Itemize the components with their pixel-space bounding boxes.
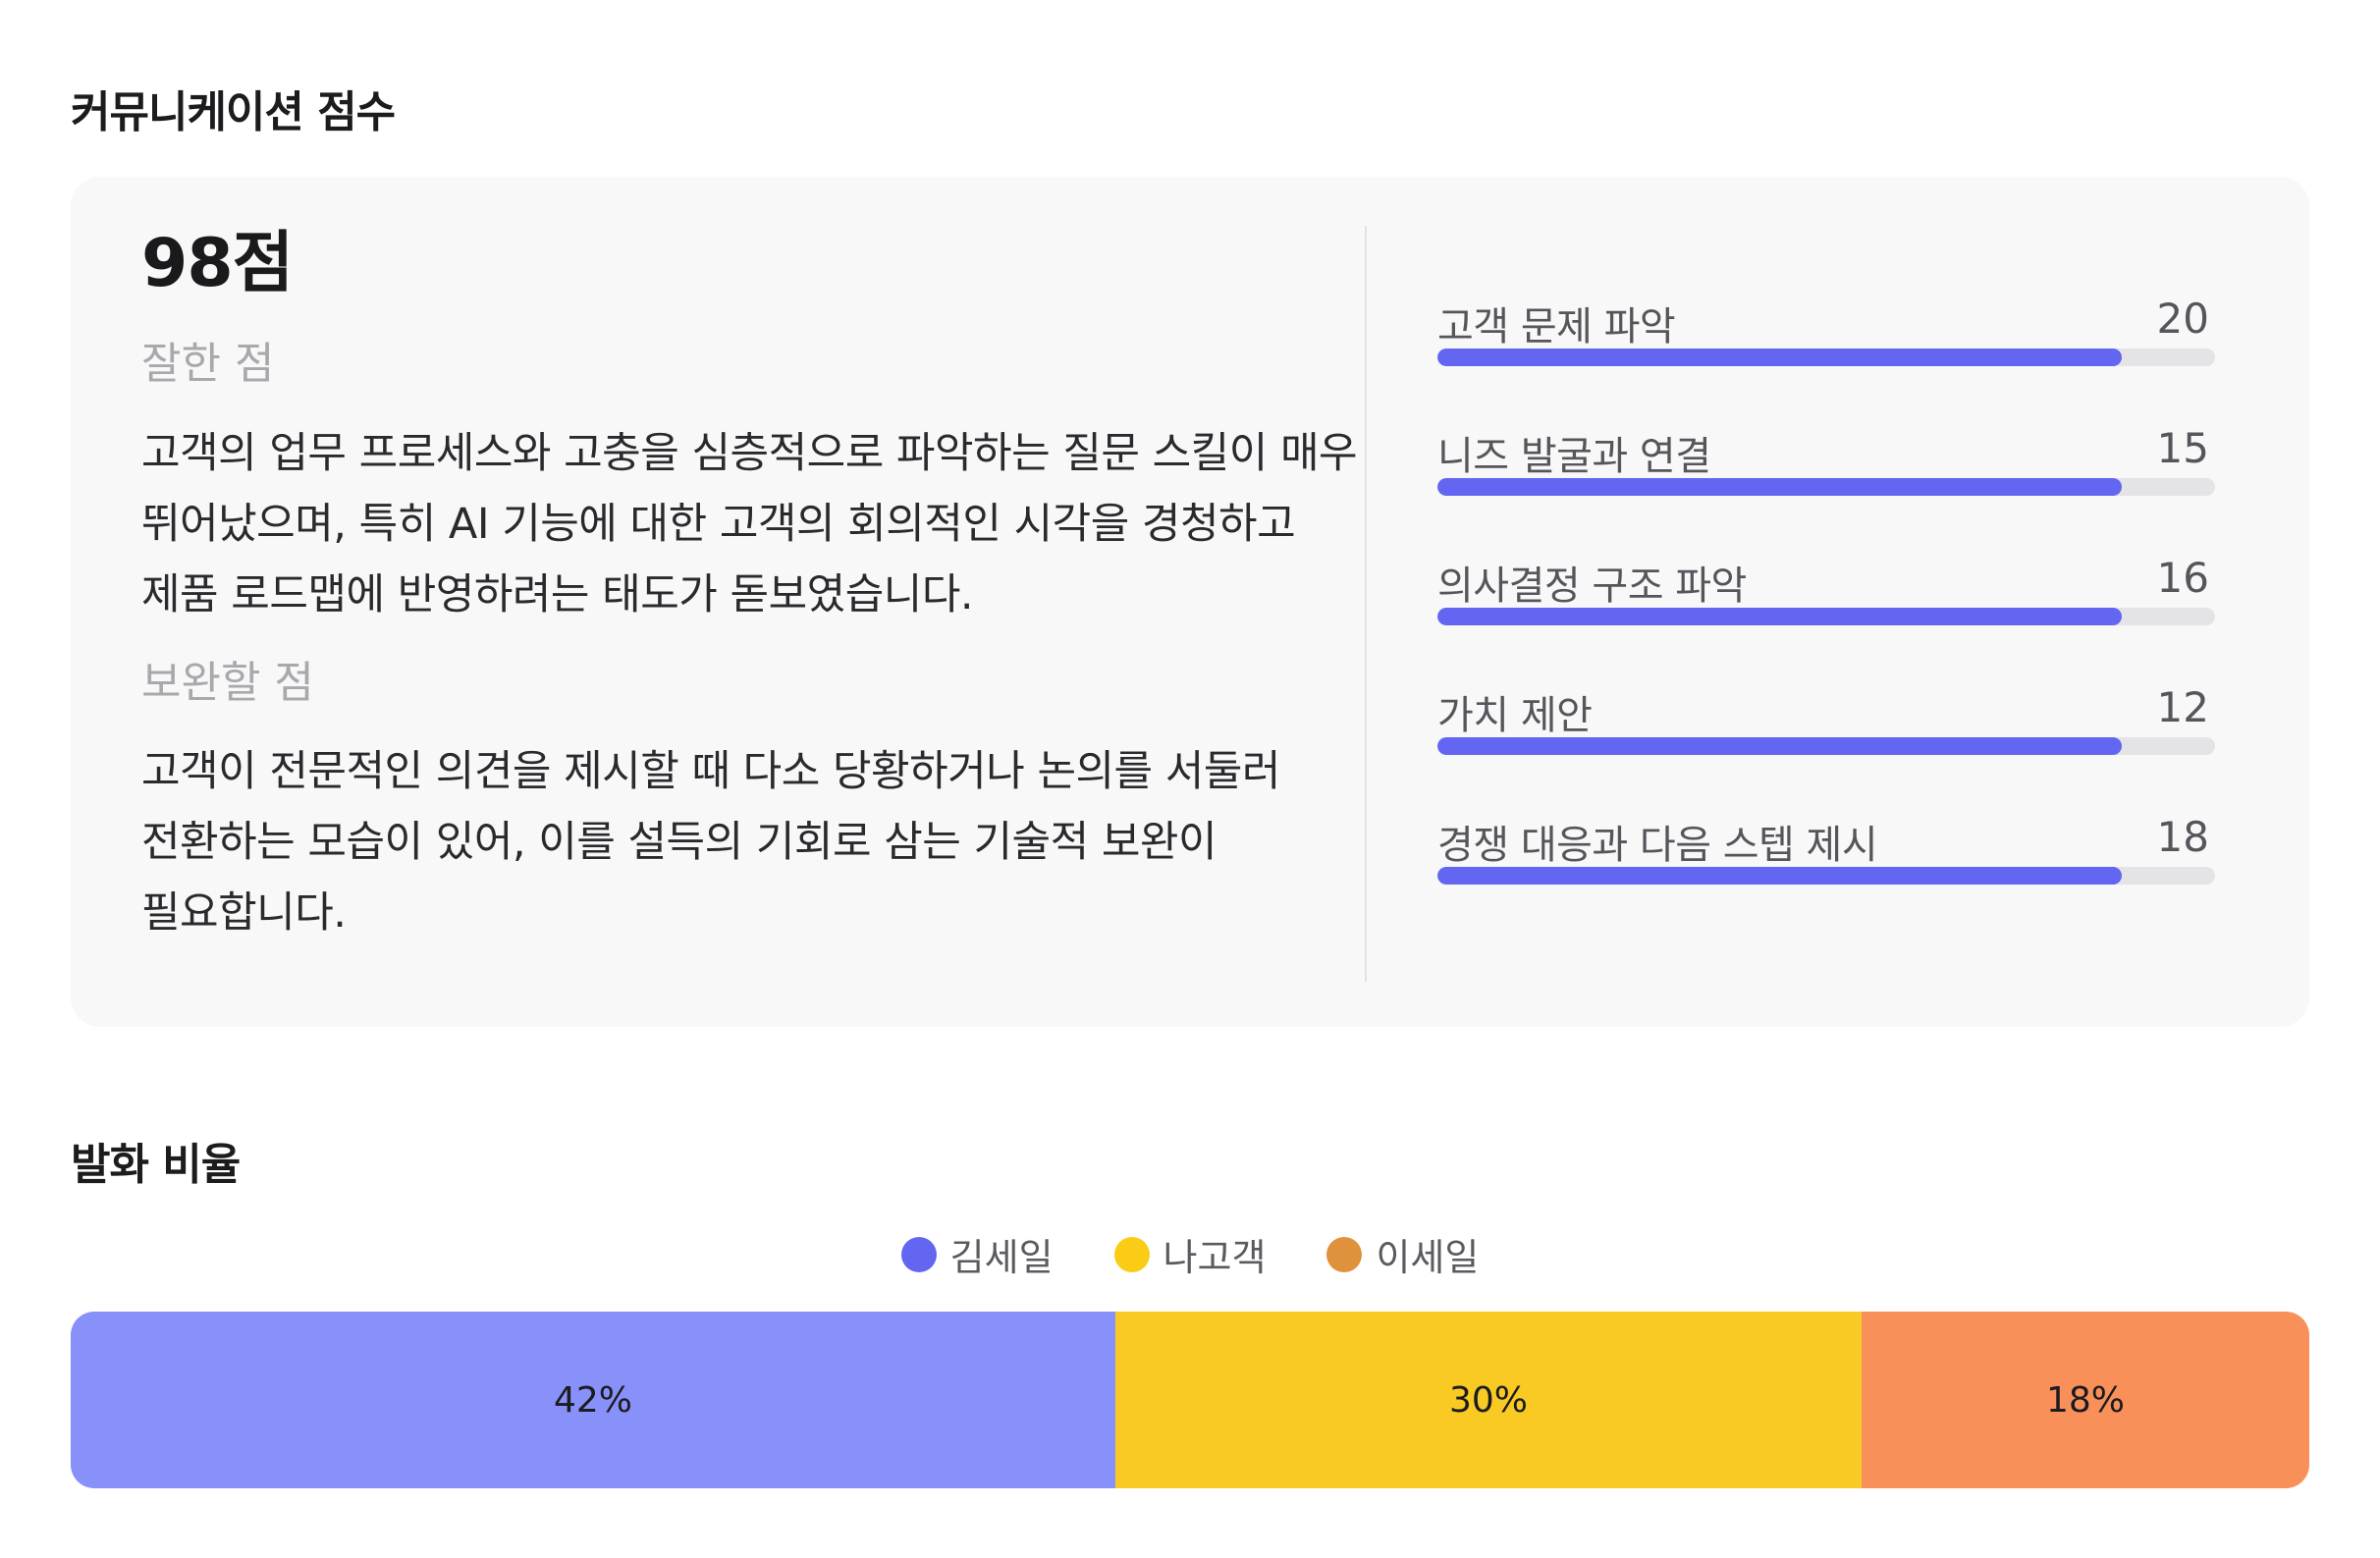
metric-progress-fill <box>1437 349 2122 366</box>
speech-ratio-bar: 42% 30% 18% <box>71 1312 2309 1488</box>
metric-label: 의사결정 구조 파악 <box>1437 564 1747 609</box>
metric-progress-fill <box>1437 608 2122 625</box>
legend-item: 김세일 <box>900 1227 1054 1281</box>
speech-ratio-title: 발화 비율 <box>71 1140 241 1190</box>
metric-progress-track <box>1437 608 2215 625</box>
ratio-segment-label: 18% <box>2045 1379 2125 1421</box>
legend-dot-icon <box>1113 1236 1150 1272</box>
metric-list: 고객 문제 파악 20 니즈 발굴과 연결 15 의사결정 구조 파악 16 가… <box>1437 295 2215 942</box>
metric-value: 16 <box>2156 554 2209 602</box>
ratio-segment-label: 42% <box>553 1379 632 1421</box>
metric-value: 18 <box>2156 813 2209 861</box>
metric-progress-track <box>1437 867 2215 885</box>
legend-label: 나고객 <box>1163 1236 1267 1279</box>
metric-value: 12 <box>2156 683 2209 731</box>
metric-label: 고객 문제 파악 <box>1437 304 1676 349</box>
legend-dot-icon <box>900 1236 937 1272</box>
strength-heading: 잘한 점 <box>141 338 275 389</box>
total-score: 98점 <box>141 225 294 302</box>
ratio-segment-label: 30% <box>1448 1379 1528 1421</box>
panel-divider <box>1365 226 1367 982</box>
legend-item: 나고객 <box>1113 1227 1267 1281</box>
ratio-segment: 18% <box>1862 1312 2309 1488</box>
metric-progress-track <box>1437 478 2215 496</box>
metric-progress-fill <box>1437 737 2122 755</box>
improve-heading: 보완할 점 <box>141 657 314 708</box>
metric-progress-fill <box>1437 478 2122 496</box>
metric-progress-track <box>1437 737 2215 755</box>
score-panel: 98점 잘한 점 고객의 업무 프로세스와 고충을 심층적으로 파악하는 질문 … <box>71 177 2309 1027</box>
metric-progress-fill <box>1437 867 2122 885</box>
feedback-column: 98점 잘한 점 고객의 업무 프로세스와 고충을 심층적으로 파악하는 질문 … <box>141 225 1379 948</box>
metric-label: 가치 제안 <box>1437 693 1593 738</box>
metric-item: 니즈 발굴과 연결 15 <box>1437 424 2215 554</box>
metric-label: 니즈 발굴과 연결 <box>1437 434 1711 479</box>
speaker-legend: 김세일 나고객 이세일 <box>0 1227 2380 1281</box>
metric-item: 경쟁 대응과 다음 스텝 제시 18 <box>1437 813 2215 942</box>
ratio-segment: 30% <box>1115 1312 1862 1488</box>
legend-dot-icon <box>1326 1236 1363 1272</box>
metric-item: 고객 문제 파악 20 <box>1437 295 2215 424</box>
legend-label: 이세일 <box>1376 1236 1480 1279</box>
metric-value: 15 <box>2156 424 2209 472</box>
metric-item: 의사결정 구조 파악 16 <box>1437 554 2215 683</box>
ratio-segment: 42% <box>71 1312 1115 1488</box>
metric-progress-track <box>1437 349 2215 366</box>
metric-value: 20 <box>2156 295 2209 343</box>
metric-item: 가치 제안 12 <box>1437 683 2215 813</box>
legend-label: 김세일 <box>949 1236 1054 1279</box>
legend-item: 이세일 <box>1326 1227 1479 1281</box>
strength-text: 고객의 업무 프로세스와 고충을 심층적으로 파악하는 질문 스킬이 매우 뛰어… <box>141 428 1358 619</box>
communication-score-title: 커뮤니케이션 점수 <box>71 87 396 137</box>
improve-text: 고객이 전문적인 의견을 제시할 때 다소 당황하거나 논의를 서둘러 전환하는… <box>141 747 1280 939</box>
metric-label: 경쟁 대응과 다음 스텝 제시 <box>1437 823 1878 868</box>
